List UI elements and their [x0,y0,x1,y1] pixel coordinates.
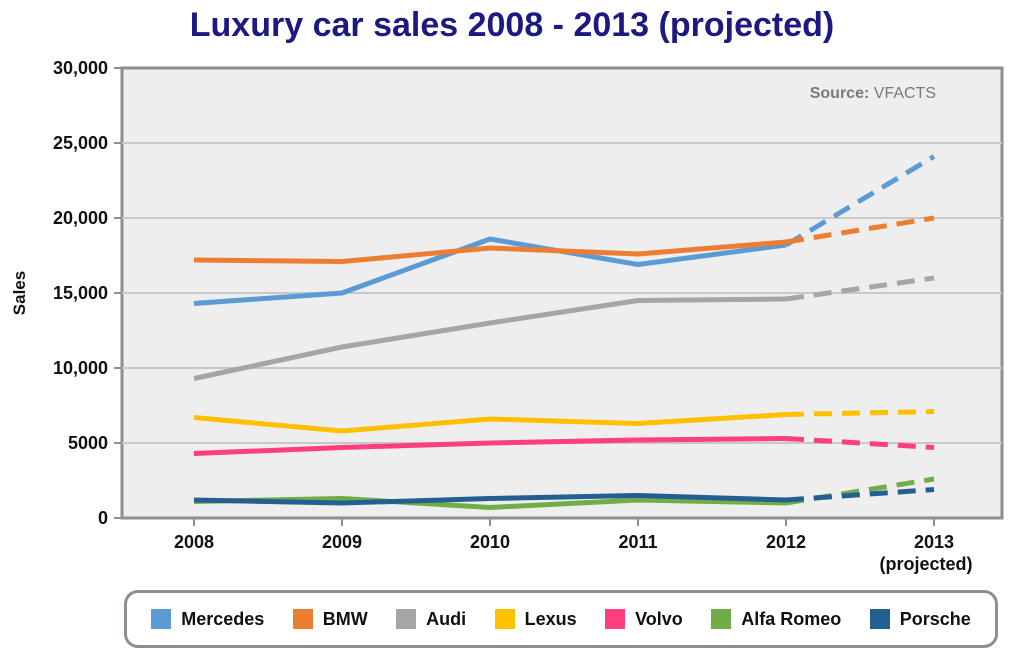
x-tick-sublabel: (projected) [879,554,972,574]
legend-item-audi: Audi [396,609,466,630]
y-tick-label: 5000 [68,433,108,453]
x-tick-label: 2011 [618,532,657,552]
y-tick-label: 10,000 [53,358,108,378]
y-tick-label: 30,000 [53,58,108,78]
x-tick-label: 2010 [470,532,510,552]
legend-item-alfa-romeo: Alfa Romeo [711,609,841,630]
legend-swatch [151,609,172,629]
source-note: Source: VFACTS [810,85,936,102]
x-tick-label: 2012 [766,532,806,552]
legend-item-bmw: BMW [292,608,368,630]
legend-label: Volvo [635,608,683,629]
y-axis-ticks: 0 5000 10,000 15,000 20,000 25,000 30,000 [53,58,122,528]
series-projection-alfa-romeo [785,476,935,506]
line-chart: 0 5000 10,000 15,000 20,000 25,000 30,000 2008… [10,58,1004,574]
legend-swatch [605,609,626,629]
x-tick-label: 2013 [914,532,954,552]
series-line-audi [193,296,787,381]
x-tick-label: 2008 [174,532,214,552]
legend-swatch [711,609,732,629]
legend-label: Mercedes [181,608,265,629]
legend-item-mercedes: Mercedes [151,609,264,630]
series-line-bmw [193,239,787,264]
series-projection-audi [785,275,935,302]
series-line-porsche [193,493,787,506]
source-value: VFACTS [874,85,936,102]
series-projection-porsche [785,487,935,503]
series-projection-volvo [785,436,935,450]
legend-label: Porsche [899,608,971,629]
legend-item-porsche: Porsche [869,608,971,630]
y-axis-label: Sales [10,271,29,315]
legend-swatch [494,609,515,629]
legend-swatch [292,609,313,629]
legend-label: Audi [426,608,467,629]
y-tick-label: 20,000 [53,208,108,228]
series-projection-bmw [785,215,935,245]
x-tick-label: 2009 [322,532,362,552]
gridlines [122,142,1002,444]
series-projection-lexus [785,409,935,417]
legend-label: Lexus [524,608,577,629]
y-tick-label: 0 [98,508,108,528]
legend-swatch [869,609,890,629]
legend-swatch [396,609,417,629]
legend-label: BMW [322,608,368,629]
legend-item-lexus: Lexus [494,608,577,630]
series-line-lexus [193,412,787,434]
y-tick-label: 25,000 [53,133,108,153]
source-label: Source: [810,85,870,102]
chart-title: Luxury car sales 2008 - 2013 (projected) [189,6,835,44]
legend: Mercedes BMW Audi Lexus Volvo Alfa Romeo Porsc… [124,590,998,648]
legend-item-volvo: Volvo [605,609,683,630]
series-projection-mercedes [784,154,936,248]
legend-label: Alfa Romeo [741,608,842,629]
series-line-mercedes [193,236,787,306]
y-tick-label: 15,000 [53,283,108,303]
x-axis-ticks: 2008 2009 2010 2011 2012 2013(projected) [174,518,973,574]
series-lines [193,154,936,510]
series-line-volvo [193,436,787,456]
